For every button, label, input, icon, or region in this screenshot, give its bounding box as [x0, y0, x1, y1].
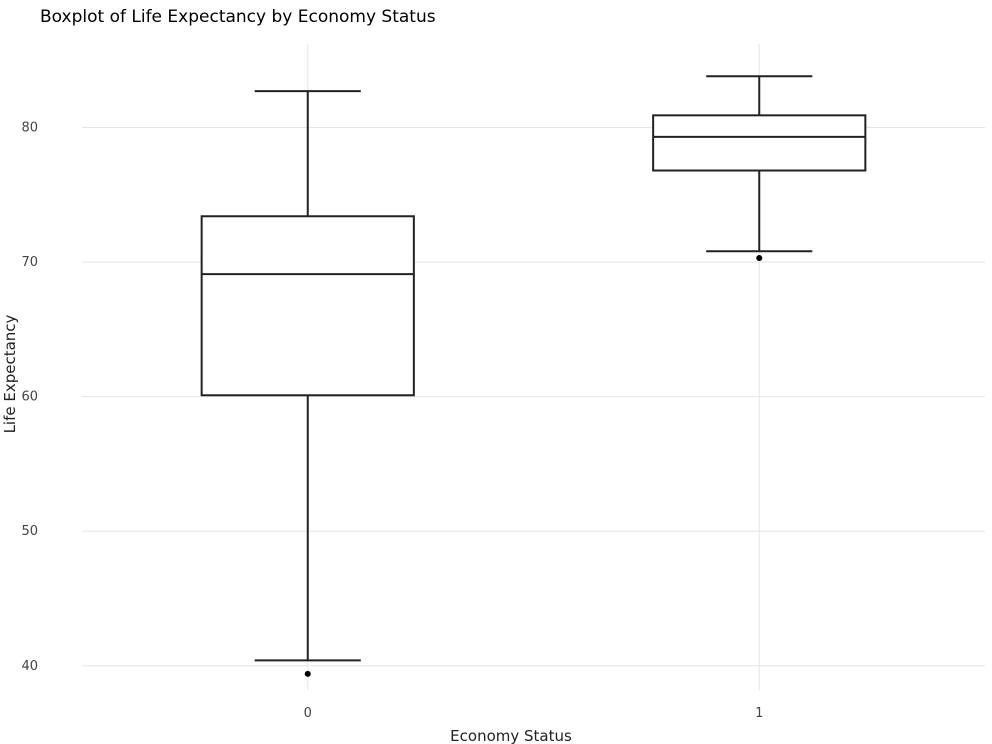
y-axis-ticks: 40 50 60 70 80 [21, 120, 38, 673]
iqr-box [652, 114, 867, 172]
y-tick-label: 50 [21, 524, 38, 539]
x-tick-label: 1 [755, 706, 763, 721]
y-axis-title: Life Expectancy [1, 314, 19, 433]
outlier-point [756, 254, 763, 261]
boxes [200, 75, 867, 677]
y-tick-label: 70 [21, 255, 38, 270]
y-tick-label: 40 [21, 659, 38, 674]
x-axis-title: Economy Status [450, 727, 572, 744]
y-tick-label: 80 [21, 120, 38, 135]
box-group-0 [200, 90, 415, 677]
box-group-1 [652, 75, 867, 261]
x-tick-label: 0 [304, 706, 312, 721]
iqr-box [200, 215, 415, 397]
y-tick-label: 60 [21, 390, 38, 405]
outlier-point [304, 670, 311, 677]
chart-title: Boxplot of Life Expectancy by Economy St… [40, 7, 436, 27]
